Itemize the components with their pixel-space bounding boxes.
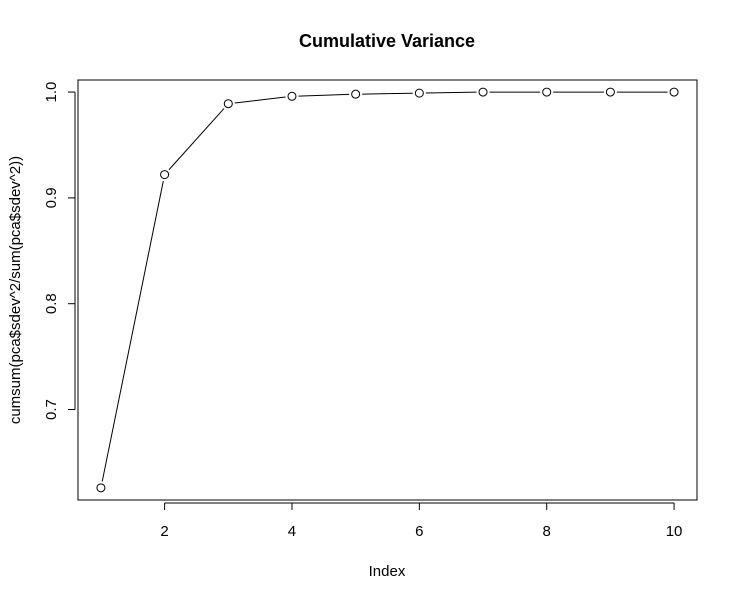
x-tick-label: 10: [666, 523, 683, 540]
chart-title: Cumulative Variance: [299, 31, 475, 51]
x-tick-label: 6: [415, 523, 423, 540]
y-tick-label: 0.9: [43, 187, 60, 208]
x-tick-label: 2: [160, 523, 168, 540]
x-tick-label: 8: [543, 523, 551, 540]
series-line-segment: [362, 92, 413, 95]
series-line-segment: [425, 91, 477, 94]
data-point: [478, 87, 488, 97]
series-layer: [96, 87, 679, 493]
data-point: [605, 87, 615, 97]
data-point: [223, 99, 233, 109]
plot-frame: [77, 79, 698, 501]
y-tick-label: 1.0: [43, 82, 60, 103]
y-axis-label: cumsum(pca$sdev^2/sum(pca$sdev^2)): [7, 156, 24, 424]
series-line-segment: [234, 96, 286, 104]
y-tick-label: 0.8: [43, 293, 60, 314]
data-point: [287, 91, 297, 101]
data-point: [414, 88, 424, 98]
series-line-segment: [101, 180, 164, 482]
data-point: [351, 89, 361, 99]
x-axis: 2 4 6 8 10: [160, 502, 683, 540]
data-point: [669, 87, 679, 97]
x-tick-label: 4: [288, 523, 296, 540]
data-point: [542, 87, 552, 97]
series-line-segment: [298, 93, 350, 97]
series-line-segment: [168, 108, 225, 171]
data-point: [96, 483, 106, 493]
y-axis: 0.7 0.8 0.9 1.0: [43, 82, 76, 420]
y-tick-label: 0.7: [43, 399, 60, 420]
x-axis-label: Index: [369, 563, 406, 580]
data-point: [160, 170, 170, 180]
